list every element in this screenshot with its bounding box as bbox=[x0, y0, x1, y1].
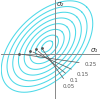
Text: 0.05: 0.05 bbox=[43, 50, 75, 89]
Text: σ₂: σ₂ bbox=[56, 1, 64, 7]
Text: 0.15: 0.15 bbox=[33, 52, 89, 77]
Text: 0.1: 0.1 bbox=[38, 51, 79, 83]
Text: 0.25: 0.25 bbox=[22, 54, 97, 67]
Text: σ₁: σ₁ bbox=[91, 47, 98, 53]
